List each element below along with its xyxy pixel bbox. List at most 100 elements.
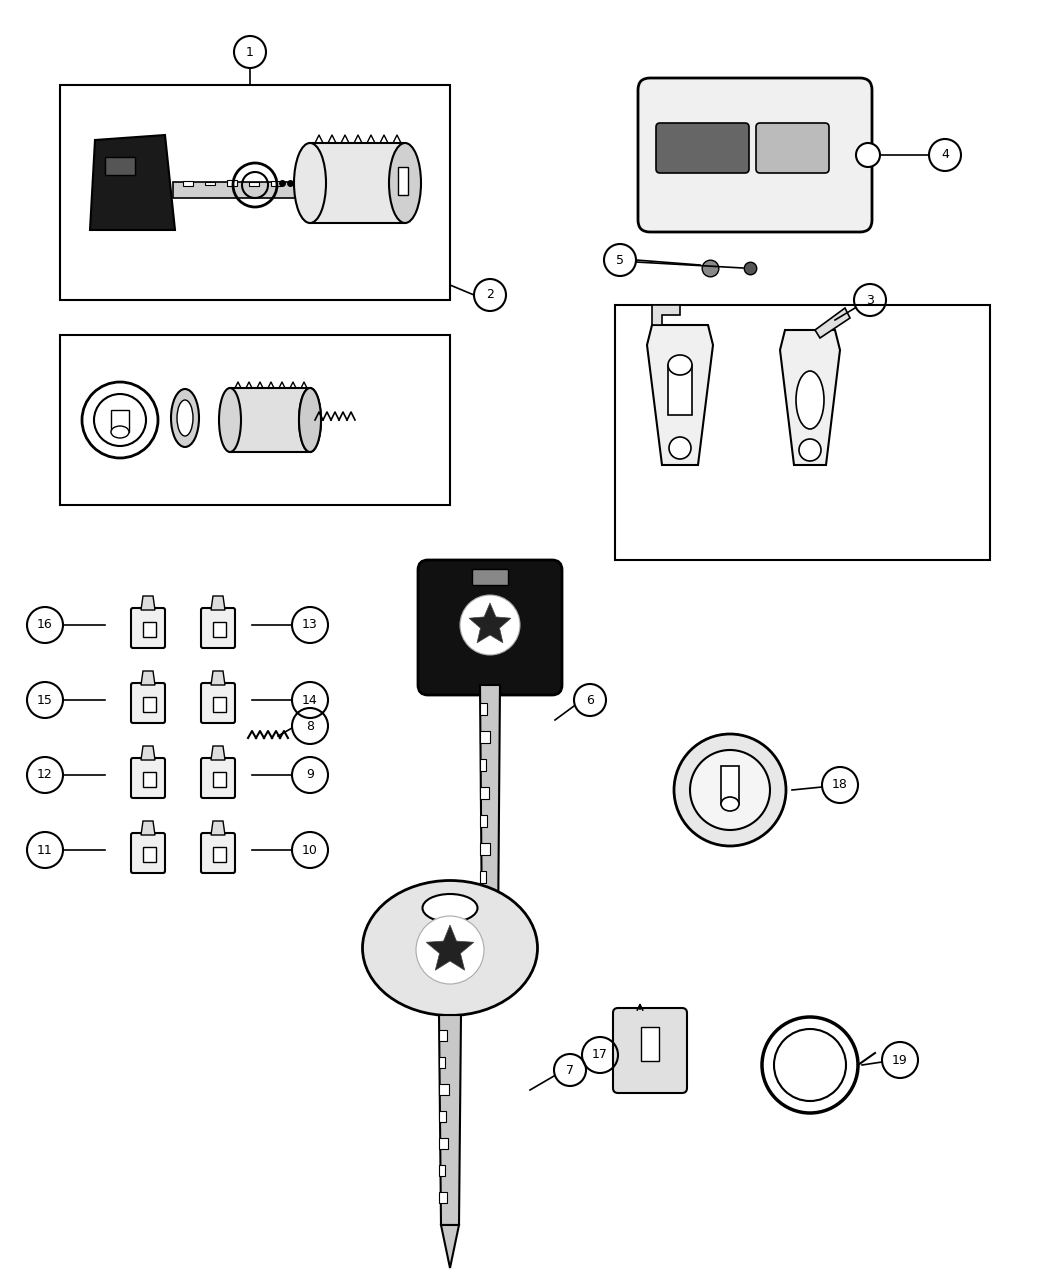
Polygon shape <box>780 329 840 465</box>
Ellipse shape <box>668 355 692 375</box>
Bar <box>143 847 156 862</box>
Polygon shape <box>141 821 155 835</box>
Bar <box>480 843 490 856</box>
FancyBboxPatch shape <box>131 833 165 873</box>
Ellipse shape <box>111 427 129 438</box>
Bar <box>60 86 450 300</box>
Ellipse shape <box>177 400 193 435</box>
Bar <box>227 180 237 186</box>
Text: 9: 9 <box>306 769 314 782</box>
Bar <box>213 773 226 787</box>
Polygon shape <box>211 670 225 684</box>
FancyBboxPatch shape <box>201 608 235 647</box>
Polygon shape <box>652 305 680 326</box>
FancyBboxPatch shape <box>418 561 562 695</box>
Bar <box>183 181 193 186</box>
Text: 15: 15 <box>37 693 52 706</box>
FancyBboxPatch shape <box>131 608 165 647</box>
Text: 8: 8 <box>306 719 314 733</box>
Bar <box>213 847 226 862</box>
Text: 17: 17 <box>592 1048 608 1061</box>
Ellipse shape <box>219 388 242 452</box>
Ellipse shape <box>362 881 538 1015</box>
Text: 1: 1 <box>246 46 254 59</box>
Text: 13: 13 <box>302 618 318 632</box>
Bar <box>293 183 303 185</box>
Bar <box>480 787 489 799</box>
Bar <box>439 1165 445 1176</box>
Bar <box>472 570 508 585</box>
Ellipse shape <box>721 797 739 811</box>
Polygon shape <box>211 746 225 760</box>
Text: 7: 7 <box>566 1064 574 1077</box>
Ellipse shape <box>294 143 325 223</box>
FancyBboxPatch shape <box>613 1008 687 1093</box>
Bar <box>213 622 226 637</box>
FancyBboxPatch shape <box>656 123 749 172</box>
Circle shape <box>856 143 880 167</box>
Bar <box>315 181 326 186</box>
Ellipse shape <box>422 894 478 922</box>
Text: 18: 18 <box>832 779 848 792</box>
Circle shape <box>799 439 821 461</box>
Bar <box>213 697 226 713</box>
Text: 6: 6 <box>586 693 594 706</box>
Bar <box>480 704 487 715</box>
Circle shape <box>690 750 770 830</box>
Bar <box>205 183 215 185</box>
Bar <box>143 622 156 637</box>
Bar <box>271 181 281 186</box>
Text: 14: 14 <box>302 693 318 706</box>
FancyBboxPatch shape <box>131 759 165 798</box>
Polygon shape <box>480 684 500 935</box>
Bar <box>668 365 692 415</box>
Ellipse shape <box>796 372 824 429</box>
Bar <box>439 1111 446 1122</box>
Ellipse shape <box>299 388 321 452</box>
Bar <box>111 410 129 432</box>
FancyBboxPatch shape <box>756 123 830 172</box>
Polygon shape <box>141 596 155 610</box>
Circle shape <box>416 916 484 985</box>
Bar <box>105 157 135 175</box>
Polygon shape <box>815 308 851 338</box>
Polygon shape <box>469 603 511 642</box>
FancyBboxPatch shape <box>638 78 872 232</box>
Text: 11: 11 <box>37 844 52 857</box>
Circle shape <box>669 437 691 458</box>
FancyBboxPatch shape <box>131 683 165 723</box>
Bar <box>143 773 156 787</box>
Text: 4: 4 <box>941 148 949 161</box>
Ellipse shape <box>299 388 321 452</box>
Polygon shape <box>211 821 225 835</box>
FancyBboxPatch shape <box>201 683 235 723</box>
Polygon shape <box>141 670 155 684</box>
Polygon shape <box>439 1015 461 1225</box>
Bar <box>337 183 346 186</box>
Bar <box>480 815 487 827</box>
Bar <box>439 1138 448 1149</box>
Polygon shape <box>173 183 308 198</box>
Bar <box>615 305 990 561</box>
Text: 10: 10 <box>302 844 318 857</box>
Bar <box>249 183 259 186</box>
Bar <box>230 388 310 452</box>
Text: 3: 3 <box>866 294 874 306</box>
Bar <box>480 899 488 911</box>
Polygon shape <box>441 1225 459 1268</box>
Bar <box>60 335 450 504</box>
Polygon shape <box>647 326 713 465</box>
Polygon shape <box>211 596 225 610</box>
FancyBboxPatch shape <box>201 833 235 873</box>
Text: 2: 2 <box>486 289 494 301</box>
Bar <box>480 759 486 771</box>
Bar <box>439 1191 447 1203</box>
Polygon shape <box>482 935 498 985</box>
Bar <box>439 1084 449 1094</box>
FancyBboxPatch shape <box>201 759 235 798</box>
Bar <box>439 1031 447 1041</box>
Polygon shape <box>141 746 155 760</box>
Circle shape <box>460 595 520 655</box>
Ellipse shape <box>388 143 421 223</box>
Bar <box>640 1027 659 1061</box>
